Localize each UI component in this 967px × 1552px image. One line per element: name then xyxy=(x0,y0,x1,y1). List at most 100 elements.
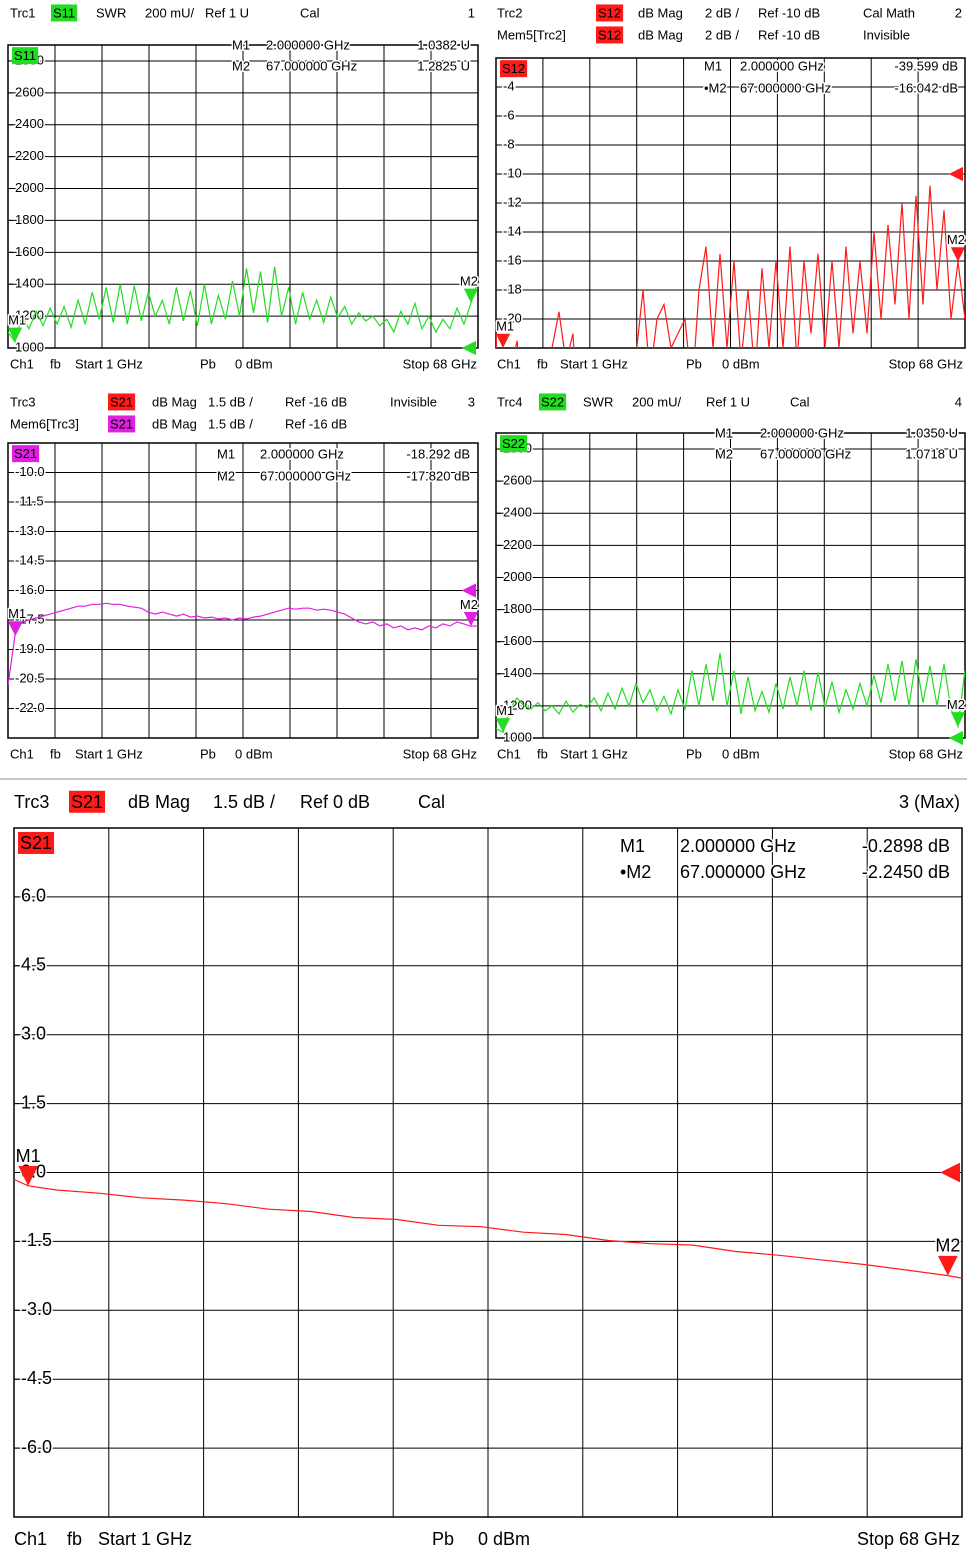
y-tick-label: 2600 xyxy=(15,84,44,99)
footer-text: Ch1 xyxy=(10,746,34,761)
y-tick-label: 1800 xyxy=(15,212,44,227)
y-tick-label: 1400 xyxy=(503,665,532,680)
marker-readout: 67.000000 GHz xyxy=(760,446,851,461)
footer-text: Pb xyxy=(686,746,702,761)
marker-label: M2 xyxy=(460,597,478,612)
footer-text: 0 dBm xyxy=(235,356,273,371)
header-text: 1.5 dB / xyxy=(208,394,253,409)
marker-readout: 67.000000 GHz xyxy=(680,862,806,882)
reference-arrow xyxy=(461,583,476,598)
y-tick-label: -6 xyxy=(503,107,515,122)
footer-text: Pb xyxy=(686,356,702,371)
header-text: S22 xyxy=(541,394,564,409)
marker-readout: M2 xyxy=(217,468,235,483)
y-tick-label: 2400 xyxy=(503,505,532,520)
y-tick-label: -22.0 xyxy=(15,700,45,715)
trace xyxy=(14,1178,962,1279)
footer-text: fb xyxy=(67,1529,82,1549)
header-text: Invisible xyxy=(390,394,437,409)
marker-readout: -0.2898 dB xyxy=(862,836,950,856)
footer-text: Ch1 xyxy=(14,1529,47,1549)
header-text: Ref -10 dB xyxy=(758,5,820,20)
header-text: 3 (Max) xyxy=(899,792,960,812)
marker-readout: M1 xyxy=(715,425,733,440)
trace-badge xyxy=(500,60,528,78)
footer-text: 0 dBm xyxy=(478,1529,530,1549)
y-tick-label: -17.5 xyxy=(15,611,45,626)
marker-readout: M2 xyxy=(232,58,250,73)
marker-readout: -16.042 dB xyxy=(894,80,958,95)
y-tick-label: 1.5 xyxy=(21,1092,46,1112)
marker-label: M2 xyxy=(947,697,965,712)
y-tick-label: -12 xyxy=(503,194,522,209)
marker-readout: 1.2825 U xyxy=(417,58,470,73)
marker xyxy=(7,327,23,342)
marker-readout: 2.000000 GHz xyxy=(760,425,844,440)
marker-label: M1 xyxy=(8,313,26,328)
header-text: Ref -10 dB xyxy=(758,27,820,42)
marker xyxy=(495,718,511,733)
trace-badge xyxy=(12,47,39,65)
footer-text: fb xyxy=(537,356,548,371)
header-text: Mem5[Trc2] xyxy=(497,27,566,42)
footer-text: 0 dBm xyxy=(722,356,760,371)
header-text: S11 xyxy=(53,5,75,20)
y-tick-label: 1600 xyxy=(503,633,532,648)
header-text: S21 xyxy=(110,394,133,409)
marker-label: M2 xyxy=(935,1236,960,1256)
header-text: dB Mag xyxy=(152,394,197,409)
header-text: 1 xyxy=(468,5,475,20)
trace-badge xyxy=(108,415,136,433)
trace-name: S21 xyxy=(14,446,37,461)
marker-readout: 1.0718 U xyxy=(905,446,958,461)
y-tick-label: 6.0 xyxy=(21,886,46,906)
header-text: Trc4 xyxy=(497,394,523,409)
y-tick-label: 2400 xyxy=(15,116,44,131)
header-text: dB Mag xyxy=(638,5,683,20)
header-text: S21 xyxy=(71,792,103,812)
header-text: Ref 0 dB xyxy=(300,792,370,812)
header-text: 200 mU/ xyxy=(632,394,682,409)
header-text: Ref 1 U xyxy=(205,5,249,20)
header-text: 2 dB / xyxy=(705,27,739,42)
footer-text: Start 1 GHz xyxy=(98,1529,192,1549)
y-tick-label: 4.5 xyxy=(21,955,46,975)
footer-text: Pb xyxy=(432,1529,454,1549)
y-tick-label: -6.0 xyxy=(21,1437,52,1457)
header-text: S12 xyxy=(598,27,621,42)
y-tick-label: 2000 xyxy=(503,569,532,584)
header-text: Trc2 xyxy=(497,5,523,20)
marker xyxy=(950,247,966,262)
marker xyxy=(463,611,479,627)
header-text: Ref -16 dB xyxy=(285,394,347,409)
header-text: S21 xyxy=(110,416,133,431)
header-text: Ref -16 dB xyxy=(285,416,347,431)
reference-arrow xyxy=(948,730,963,746)
marker-label: M2 xyxy=(947,232,965,247)
header-text: dB Mag xyxy=(128,792,190,812)
marker-readout: •M2 xyxy=(704,80,727,95)
header-text: SWR xyxy=(96,5,126,20)
y-tick-label: 1400 xyxy=(15,276,44,291)
reference-arrow xyxy=(948,166,963,182)
marker-readout: -18.292 dB xyxy=(406,446,470,461)
header-text: Mem6[Trc3] xyxy=(10,416,79,431)
footer-text: Ch1 xyxy=(497,746,521,761)
marker-label: M1 xyxy=(496,703,514,718)
footer-text: Start 1 GHz xyxy=(75,746,143,761)
marker-readout: 1.0350 U xyxy=(905,425,958,440)
y-tick-label: -14.5 xyxy=(15,552,45,567)
header-text: Cal xyxy=(300,5,320,20)
marker-readout: 2.000000 GHz xyxy=(740,58,824,73)
trace-badge xyxy=(51,4,78,22)
marker xyxy=(950,712,966,727)
y-tick-label: -11.5 xyxy=(15,493,44,508)
marker-label: M1 xyxy=(8,606,26,621)
header-text: Cal xyxy=(790,394,810,409)
header-text: S12 xyxy=(598,5,621,20)
y-tick-label: -18 xyxy=(503,281,522,296)
header-text: 1.5 dB / xyxy=(208,416,253,431)
footer-text: Stop 68 GHz xyxy=(857,1529,960,1549)
trace xyxy=(8,266,478,344)
